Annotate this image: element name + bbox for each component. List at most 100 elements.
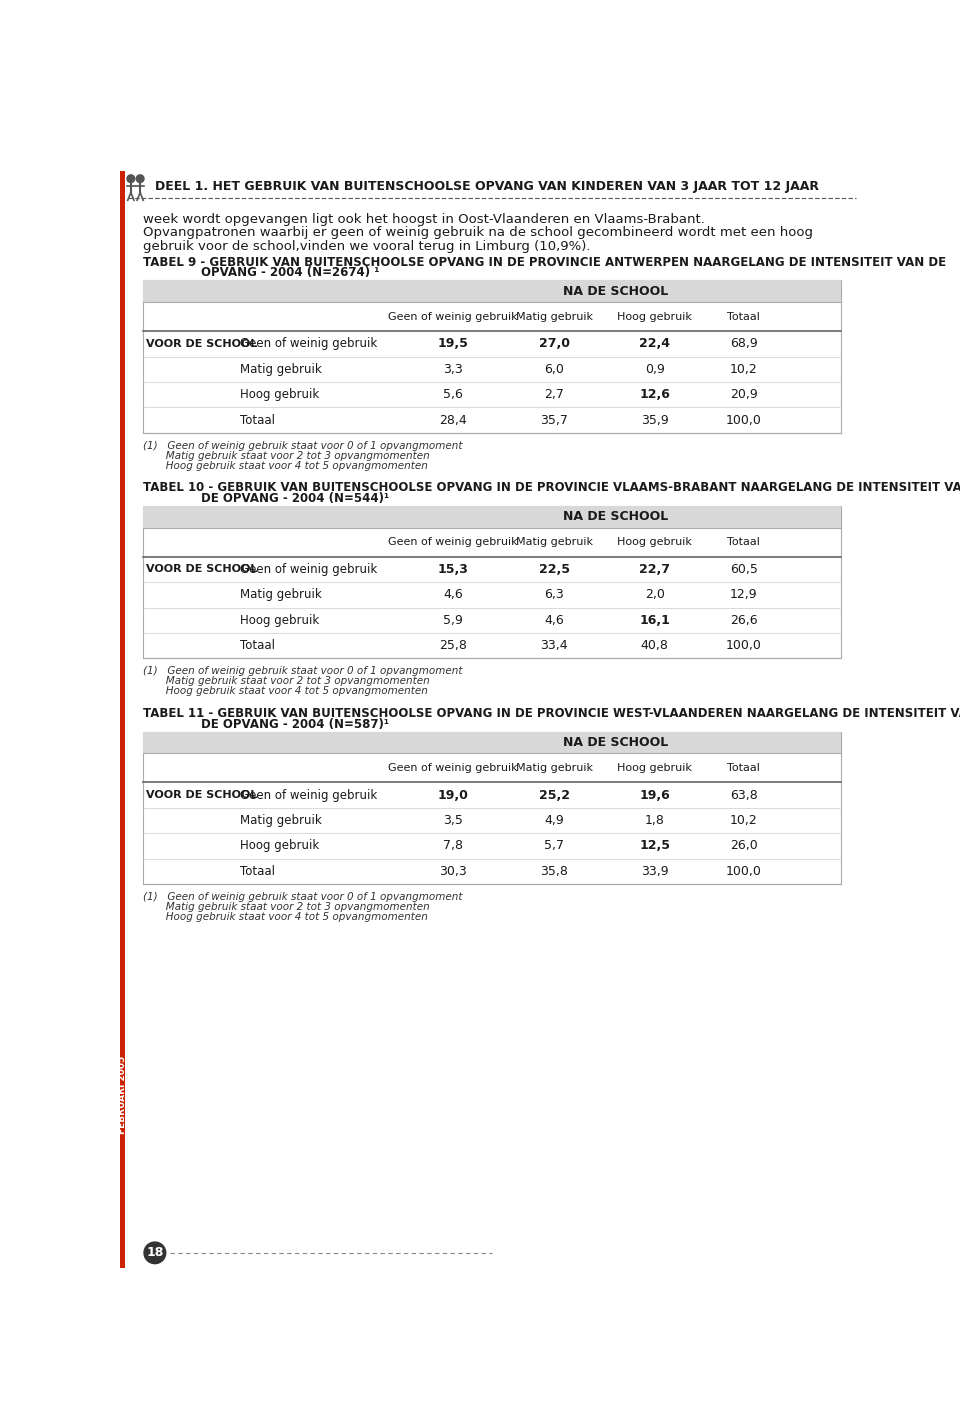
Text: Hoog gebruik: Hoog gebruik — [617, 537, 692, 547]
Text: Geen of weinig gebruik: Geen of weinig gebruik — [240, 338, 377, 351]
Text: 2,0: 2,0 — [645, 589, 664, 601]
Text: 2,7: 2,7 — [544, 388, 564, 402]
Text: (1)   Geen of weinig gebruik staat voor 0 of 1 opvangmoment: (1) Geen of weinig gebruik staat voor 0 … — [143, 892, 463, 902]
Text: 4,9: 4,9 — [544, 814, 564, 826]
Bar — [143, 281, 841, 302]
Text: 26,0: 26,0 — [730, 839, 757, 852]
Text: 33,9: 33,9 — [641, 865, 668, 878]
Text: 100,0: 100,0 — [726, 413, 762, 426]
Text: TABEL 11 - GEBRUIK VAN BUITENSCHOOLSE OPVANG IN DE PROVINCIE WEST-VLAANDEREN NAA: TABEL 11 - GEBRUIK VAN BUITENSCHOOLSE OP… — [143, 707, 960, 720]
Text: Totaal: Totaal — [240, 865, 276, 878]
Text: Hoog gebruik: Hoog gebruik — [240, 614, 320, 627]
Text: 0,9: 0,9 — [645, 363, 664, 376]
Text: 12,6: 12,6 — [639, 388, 670, 402]
Text: 25,2: 25,2 — [539, 788, 569, 802]
Text: 25,8: 25,8 — [440, 640, 468, 653]
Text: Matig gebruik: Matig gebruik — [516, 312, 592, 322]
Text: 12,9: 12,9 — [730, 589, 757, 601]
Text: OPVANG - 2004 (N=2674) ¹: OPVANG - 2004 (N=2674) ¹ — [202, 266, 380, 279]
Text: 19,5: 19,5 — [438, 338, 468, 351]
Text: VOOR DE SCHOOL: VOOR DE SCHOOL — [146, 339, 257, 349]
Bar — [143, 281, 841, 433]
Text: VOOR DE SCHOOL: VOOR DE SCHOOL — [146, 564, 257, 574]
Text: VOOR DE SCHOOL: VOOR DE SCHOOL — [146, 789, 257, 799]
Text: Geen of weinig gebruik: Geen of weinig gebruik — [389, 537, 518, 547]
Text: 3,5: 3,5 — [444, 814, 463, 826]
Text: Geen of weinig gebruik: Geen of weinig gebruik — [389, 312, 518, 322]
Bar — [143, 506, 841, 527]
Bar — [143, 506, 841, 658]
Text: Matig gebruik staat voor 2 tot 3 opvangmomenten: Matig gebruik staat voor 2 tot 3 opvangm… — [143, 902, 430, 912]
Text: 3,3: 3,3 — [444, 363, 463, 376]
Text: 28,4: 28,4 — [440, 413, 468, 426]
Text: 27,0: 27,0 — [539, 338, 569, 351]
Text: Matig gebruik: Matig gebruik — [240, 363, 322, 376]
Text: NA DE SCHOOL: NA DE SCHOOL — [564, 285, 668, 298]
Text: 40,8: 40,8 — [641, 640, 669, 653]
Text: 6,3: 6,3 — [544, 589, 564, 601]
Text: 35,7: 35,7 — [540, 413, 568, 426]
Text: Geen of weinig gebruik: Geen of weinig gebruik — [240, 788, 377, 802]
Text: DE OPVANG - 2004 (N=544)¹: DE OPVANG - 2004 (N=544)¹ — [202, 492, 390, 504]
Text: TABEL 10 - GEBRUIK VAN BUITENSCHOOLSE OPVANG IN DE PROVINCIE VLAAMS-BRABANT NAAR: TABEL 10 - GEBRUIK VAN BUITENSCHOOLSE OP… — [143, 482, 960, 494]
Text: FEBRUARI 2005: FEBRUARI 2005 — [118, 1056, 128, 1134]
Text: Totaal: Totaal — [240, 640, 276, 653]
Bar — [143, 731, 841, 754]
Text: 22,5: 22,5 — [539, 563, 569, 576]
Text: 63,8: 63,8 — [730, 788, 757, 802]
Text: DEEL 1. HET GEBRUIK VAN BUITENSCHOOLSE OPVANG VAN KINDEREN VAN 3 JAAR TOT 12 JAA: DEEL 1. HET GEBRUIK VAN BUITENSCHOOLSE O… — [155, 180, 819, 192]
Text: 4,6: 4,6 — [544, 614, 564, 627]
Text: 16,1: 16,1 — [639, 614, 670, 627]
Circle shape — [127, 175, 134, 182]
Text: Matig gebruik: Matig gebruik — [516, 762, 592, 772]
Text: DE OPVANG - 2004 (N=587)¹: DE OPVANG - 2004 (N=587)¹ — [202, 718, 390, 731]
Text: Matig gebruik: Matig gebruik — [516, 537, 592, 547]
Text: 10,2: 10,2 — [730, 814, 757, 826]
Text: 68,9: 68,9 — [730, 338, 757, 351]
Text: NA DE SCHOOL: NA DE SCHOOL — [564, 735, 668, 750]
Bar — [120, 171, 126, 1268]
Text: 5,6: 5,6 — [444, 388, 463, 402]
Text: week wordt opgevangen ligt ook het hoogst in Oost-Vlaanderen en Vlaams-Brabant.: week wordt opgevangen ligt ook het hoogs… — [143, 214, 706, 227]
Text: Hoog gebruik staat voor 4 tot 5 opvangmomenten: Hoog gebruik staat voor 4 tot 5 opvangmo… — [143, 685, 428, 697]
Text: 5,7: 5,7 — [544, 839, 564, 852]
Text: TABEL 9 - GEBRUIK VAN BUITENSCHOOLSE OPVANG IN DE PROVINCIE ANTWERPEN NAARGELANG: TABEL 9 - GEBRUIK VAN BUITENSCHOOLSE OPV… — [143, 255, 947, 269]
Text: 5,9: 5,9 — [444, 614, 463, 627]
Text: Hoog gebruik: Hoog gebruik — [240, 388, 320, 402]
Text: Opvangpatronen waarbij er geen of weinig gebruik na de school gecombineerd wordt: Opvangpatronen waarbij er geen of weinig… — [143, 227, 813, 239]
Text: 22,7: 22,7 — [639, 563, 670, 576]
Text: Totaal: Totaal — [728, 312, 760, 322]
Text: 100,0: 100,0 — [726, 640, 762, 653]
Circle shape — [144, 1243, 166, 1264]
Text: Totaal: Totaal — [728, 537, 760, 547]
Text: 7,8: 7,8 — [444, 839, 464, 852]
Text: 4,6: 4,6 — [444, 589, 463, 601]
Text: 20,9: 20,9 — [730, 388, 757, 402]
Text: 19,0: 19,0 — [438, 788, 468, 802]
Text: Hoog gebruik: Hoog gebruik — [617, 762, 692, 772]
Text: 35,8: 35,8 — [540, 865, 568, 878]
Text: (1)   Geen of weinig gebruik staat voor 0 of 1 opvangmoment: (1) Geen of weinig gebruik staat voor 0 … — [143, 665, 463, 675]
Text: 60,5: 60,5 — [730, 563, 757, 576]
Text: 30,3: 30,3 — [440, 865, 468, 878]
Text: 33,4: 33,4 — [540, 640, 567, 653]
Text: 1,8: 1,8 — [645, 814, 664, 826]
Text: Hoog gebruik staat voor 4 tot 5 opvangmomenten: Hoog gebruik staat voor 4 tot 5 opvangmo… — [143, 912, 428, 922]
Text: 10,2: 10,2 — [730, 363, 757, 376]
Text: Matig gebruik: Matig gebruik — [240, 589, 322, 601]
Text: Hoog gebruik staat voor 4 tot 5 opvangmomenten: Hoog gebruik staat voor 4 tot 5 opvangmo… — [143, 460, 428, 470]
Text: Matig gebruik: Matig gebruik — [240, 814, 322, 826]
Text: 15,3: 15,3 — [438, 563, 468, 576]
Text: Hoog gebruik: Hoog gebruik — [617, 312, 692, 322]
Text: 19,6: 19,6 — [639, 788, 670, 802]
Text: Matig gebruik staat voor 2 tot 3 opvangmomenten: Matig gebruik staat voor 2 tot 3 opvangm… — [143, 450, 430, 460]
Text: NA DE SCHOOL: NA DE SCHOOL — [564, 510, 668, 523]
Text: Hoog gebruik: Hoog gebruik — [240, 839, 320, 852]
Text: Geen of weinig gebruik: Geen of weinig gebruik — [389, 762, 518, 772]
Text: 35,9: 35,9 — [641, 413, 668, 426]
Text: 12,5: 12,5 — [639, 839, 670, 852]
Text: Totaal: Totaal — [728, 762, 760, 772]
Text: gebruik voor de school,vinden we vooral terug in Limburg (10,9%).: gebruik voor de school,vinden we vooral … — [143, 239, 590, 252]
Text: 26,6: 26,6 — [730, 614, 757, 627]
Text: 6,0: 6,0 — [544, 363, 564, 376]
